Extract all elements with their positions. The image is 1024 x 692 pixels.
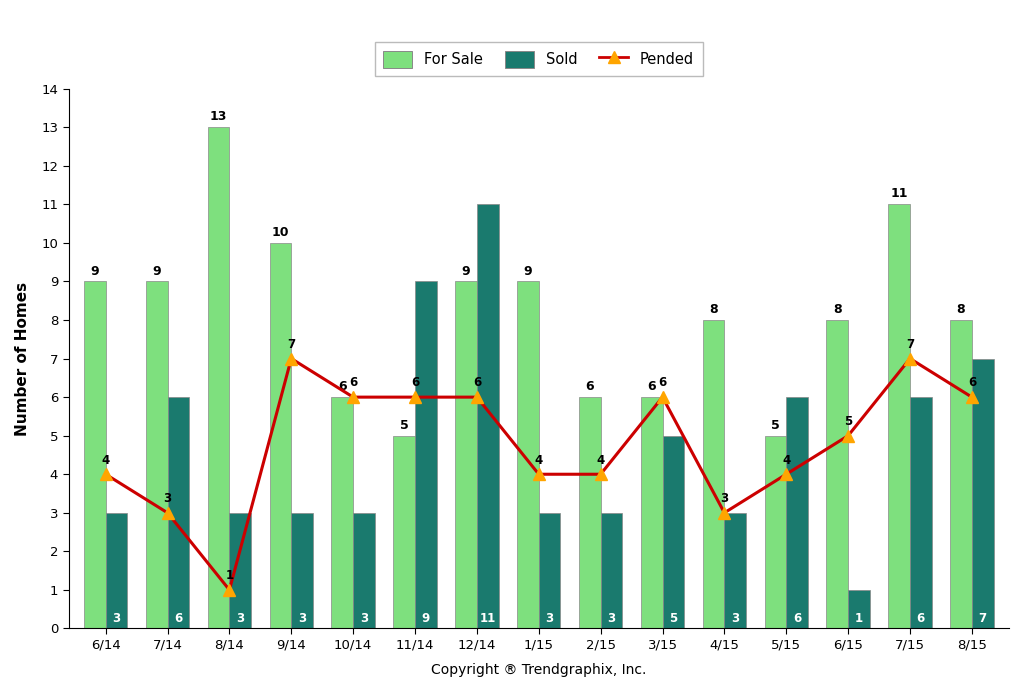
Text: 5: 5: [670, 612, 678, 625]
Bar: [972, 358, 993, 628]
Text: 3: 3: [164, 492, 172, 505]
Text: 6: 6: [658, 376, 667, 390]
Text: 4: 4: [101, 453, 110, 466]
Bar: [663, 436, 684, 628]
Bar: [579, 397, 601, 628]
Text: 4: 4: [535, 453, 543, 466]
Text: 3: 3: [546, 612, 554, 625]
Bar: [332, 397, 353, 628]
Text: 6: 6: [174, 612, 182, 625]
Bar: [353, 513, 375, 628]
Text: 9: 9: [462, 264, 470, 277]
Text: 4: 4: [597, 453, 605, 466]
X-axis label: Copyright ® Trendgraphix, Inc.: Copyright ® Trendgraphix, Inc.: [431, 663, 646, 677]
Text: 9: 9: [523, 264, 532, 277]
Text: 6: 6: [647, 381, 656, 393]
Text: 8: 8: [956, 303, 966, 316]
Bar: [415, 282, 436, 628]
Text: 6: 6: [793, 612, 801, 625]
Bar: [786, 397, 808, 628]
Bar: [208, 127, 229, 628]
Bar: [601, 513, 623, 628]
Bar: [477, 204, 499, 628]
Bar: [269, 243, 291, 628]
Text: 6: 6: [968, 376, 976, 390]
Text: 13: 13: [210, 110, 227, 123]
Text: 3: 3: [237, 612, 245, 625]
Text: 6: 6: [586, 381, 594, 393]
Bar: [826, 320, 848, 628]
Bar: [848, 590, 869, 628]
Bar: [145, 282, 168, 628]
Text: 3: 3: [607, 612, 615, 625]
Text: 7: 7: [979, 612, 987, 625]
Bar: [291, 513, 313, 628]
Text: 5: 5: [399, 419, 409, 432]
Text: 9: 9: [422, 612, 430, 625]
Text: 1: 1: [225, 570, 233, 582]
Bar: [393, 436, 415, 628]
Bar: [456, 282, 477, 628]
Bar: [539, 513, 560, 628]
Text: 3: 3: [298, 612, 306, 625]
Text: 4: 4: [782, 453, 791, 466]
Text: 10: 10: [271, 226, 289, 239]
Bar: [950, 320, 972, 628]
Text: 5: 5: [844, 415, 852, 428]
Legend: For Sale, Sold, Pended: For Sale, Sold, Pended: [375, 42, 702, 76]
Text: 8: 8: [833, 303, 842, 316]
Text: 1: 1: [855, 612, 863, 625]
Bar: [168, 397, 189, 628]
Text: 6: 6: [411, 376, 419, 390]
Bar: [105, 513, 127, 628]
Text: 3: 3: [113, 612, 121, 625]
Text: 6: 6: [916, 612, 925, 625]
Bar: [765, 436, 786, 628]
Text: 6: 6: [338, 381, 347, 393]
Text: 11: 11: [479, 612, 496, 625]
Bar: [229, 513, 251, 628]
Y-axis label: Number of Homes: Number of Homes: [15, 282, 30, 436]
Text: 11: 11: [891, 188, 908, 201]
Text: 7: 7: [906, 338, 914, 351]
Text: 3: 3: [359, 612, 368, 625]
Text: 5: 5: [771, 419, 780, 432]
Bar: [84, 282, 105, 628]
Text: 9: 9: [153, 264, 161, 277]
Text: 6: 6: [349, 376, 357, 390]
Bar: [641, 397, 663, 628]
Text: 7: 7: [287, 338, 295, 351]
Bar: [724, 513, 746, 628]
Text: 8: 8: [710, 303, 718, 316]
Text: 6: 6: [473, 376, 481, 390]
Bar: [889, 204, 910, 628]
Text: 3: 3: [720, 492, 728, 505]
Text: 3: 3: [731, 612, 739, 625]
Text: 9: 9: [90, 264, 99, 277]
Bar: [910, 397, 932, 628]
Bar: [702, 320, 724, 628]
Bar: [517, 282, 539, 628]
